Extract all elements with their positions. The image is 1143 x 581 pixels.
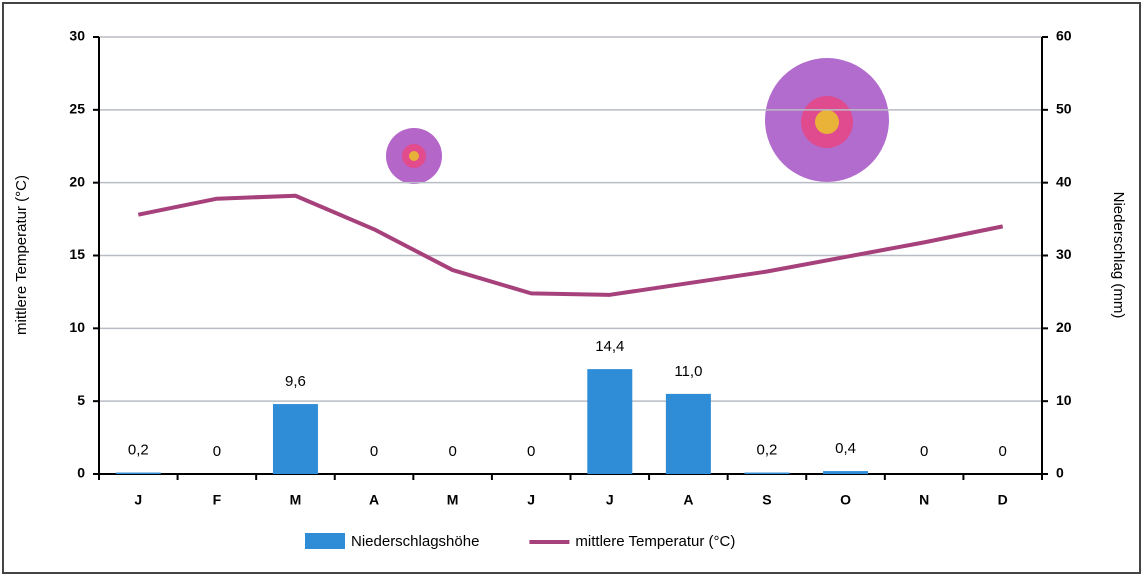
- y2-tick-label: 10: [1056, 392, 1072, 408]
- legend-swatch: [305, 533, 345, 549]
- data-label: 14,4: [595, 338, 624, 355]
- data-label: 0,2: [757, 442, 778, 459]
- x-tick-label: A: [369, 492, 379, 508]
- legend-label: Niederschlagshöhe: [351, 533, 479, 550]
- x-tick-label: N: [919, 492, 929, 508]
- x-tick-label: A: [683, 492, 693, 508]
- x-tick-label: S: [762, 492, 771, 508]
- y2-tick-label: 30: [1056, 246, 1072, 262]
- y2-tick-label: 60: [1056, 28, 1072, 44]
- y-tick-label: 10: [69, 319, 85, 335]
- legend-label: mittlere Temperatur (°C): [575, 533, 735, 550]
- y-tick-label: 30: [69, 28, 85, 44]
- x-tick-label: O: [840, 492, 851, 508]
- data-label: 0: [213, 443, 221, 460]
- flower-small: [386, 128, 442, 184]
- data-label: 9,6: [285, 373, 306, 390]
- data-label: 0,2: [128, 442, 149, 459]
- y-tick-label: 15: [69, 246, 85, 262]
- data-label: 0: [999, 443, 1007, 460]
- x-tick-label: D: [998, 492, 1008, 508]
- frame: [3, 3, 1140, 573]
- data-label: 0: [448, 443, 456, 460]
- x-tick-label: J: [134, 492, 142, 508]
- y-tick-label: 20: [69, 173, 85, 189]
- y-tick-label: 25: [69, 101, 85, 117]
- data-label: 0: [370, 443, 378, 460]
- x-tick-label: M: [290, 492, 302, 508]
- y-tick-label: 0: [77, 465, 85, 481]
- y2-tick-label: 40: [1056, 173, 1072, 189]
- data-label: 0: [527, 443, 535, 460]
- x-tick-label: J: [527, 492, 535, 508]
- bar: [823, 471, 868, 474]
- y-axis-title: mittlere Temperatur (°C): [13, 175, 30, 335]
- bar: [744, 473, 789, 474]
- bar: [587, 369, 632, 474]
- flower-large: [765, 58, 889, 182]
- x-tick-label: M: [447, 492, 459, 508]
- y2-tick-label: 50: [1056, 101, 1072, 117]
- y-tick-label: 5: [77, 392, 85, 408]
- data-label: 0: [920, 443, 928, 460]
- data-label: 0,4: [835, 440, 856, 457]
- y2-tick-label: 0: [1056, 465, 1064, 481]
- chart: mittlere Temperatur (°C) Niederschlag (m…: [0, 0, 1143, 576]
- bar: [273, 404, 318, 474]
- bar: [666, 394, 711, 474]
- x-tick-label: F: [213, 492, 222, 508]
- data-label: 11,0: [674, 363, 702, 380]
- y2-tick-label: 20: [1056, 319, 1072, 335]
- bar: [116, 473, 161, 474]
- y2-axis-title: Niederschlag (mm): [1110, 192, 1127, 319]
- x-tick-label: J: [606, 492, 614, 508]
